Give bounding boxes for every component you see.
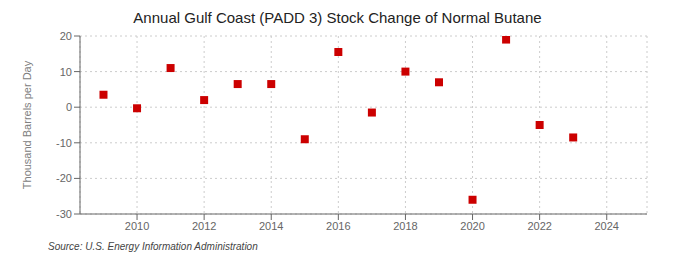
svg-text:-20: -20 xyxy=(56,172,72,184)
svg-text:2014: 2014 xyxy=(259,220,283,232)
svg-text:2018: 2018 xyxy=(393,220,417,232)
svg-text:2012: 2012 xyxy=(192,220,216,232)
svg-text:2024: 2024 xyxy=(594,220,618,232)
svg-text:2010: 2010 xyxy=(125,220,149,232)
svg-text:10: 10 xyxy=(60,66,72,78)
svg-text:0: 0 xyxy=(66,101,72,113)
html-text:Source: U.S. Energy Informatio: Source: U.S. Energy Information Administ… xyxy=(48,241,258,252)
svg-text:2016: 2016 xyxy=(326,220,350,232)
svg-text:Thousand Barrels per Day: Thousand Barrels per Day xyxy=(21,60,33,189)
svg-text:-10: -10 xyxy=(56,137,72,149)
svg-text:20: 20 xyxy=(60,30,72,42)
svg-text:2022: 2022 xyxy=(527,220,551,232)
svg-text:2020: 2020 xyxy=(460,220,484,232)
html-text:Annual Gulf Coast (PADD 3) Sto: Annual Gulf Coast (PADD 3) Stock Change … xyxy=(133,9,542,26)
svg-text:-30: -30 xyxy=(56,208,72,220)
